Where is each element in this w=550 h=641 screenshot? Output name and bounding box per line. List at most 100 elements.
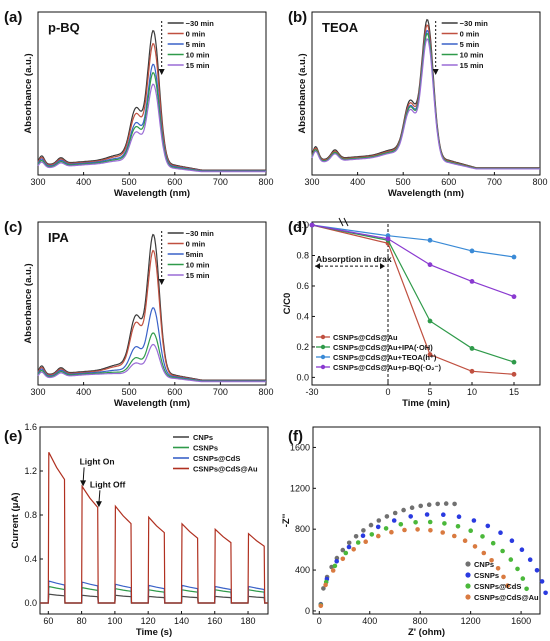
d-legend-label-0: CSNPs@CdS@Au [333,333,398,342]
d-series-point [427,262,433,268]
f-series-point-1 [375,524,381,530]
f-series-point-0 [401,507,406,513]
a-xtick-label: 400 [76,177,91,187]
e-series-line-2 [40,580,268,604]
b-xtick-label: 500 [396,177,411,187]
d-series-point [427,352,433,357]
f-series-point-3 [389,529,394,535]
a-series-line-0 [37,29,266,171]
f-series-point-3 [351,547,357,552]
f-series-point-3 [428,528,433,533]
f-series-point-3 [415,527,420,532]
e-panel-label: (e) [4,428,22,445]
f-series-point-3 [452,533,457,539]
f-xtick-label: 800 [413,616,428,626]
f-series-point-1 [424,512,430,517]
f-series-point-1 [334,559,340,564]
f-series-point-0 [426,502,432,508]
d-ytick-label: 0.4 [296,311,309,321]
d-series-point [427,318,433,324]
f-series-point-0 [346,540,352,546]
b-series-line-1 [311,24,540,169]
b-legend-label-4: 15 min [460,61,484,70]
d-ytick-label: 0.2 [296,342,309,352]
e-annotation-light-on: Light On [80,456,115,466]
d-series-point [309,222,315,228]
d-xtick-label: 5 [427,387,432,397]
e-annot-arrow [82,467,85,483]
f-series-point-2 [355,540,361,545]
a-xtick-label: 800 [258,177,273,187]
f-ytick-label: 0 [305,606,310,616]
b-panel-title: TEOA [322,20,359,35]
b-legend-label-1: 0 min [460,30,480,39]
f-series-point-2 [442,521,447,526]
b-legend-label-3: 10 min [460,51,484,60]
d-dark-arrow-head [315,263,320,270]
b-xtick-label: 700 [487,177,502,187]
f-legend-marker-1 [465,572,471,578]
a-legend-label-0: −30 min [186,19,215,28]
e-ytick-label: 1.6 [24,422,37,432]
a-series-line-1 [37,42,266,172]
f-legend-label-1: CSNPs [474,571,499,580]
e-annot-arrow-head [80,480,87,487]
e-xlabel: Time (s) [136,627,172,638]
e-xtick-label: 160 [207,616,222,626]
b-series-line-3 [311,32,540,170]
d-xtick-label: 10 [467,387,477,397]
d-series-point [511,254,517,260]
f-series-point-2 [398,522,404,527]
c-xtick-label: 700 [213,387,228,397]
f-ytick-label: 800 [295,524,310,534]
e-legend-label-0: CNPs [193,433,213,442]
d-plot-frame [311,221,541,386]
f-panel-label: (f) [288,428,303,445]
a-series-line-4 [37,83,266,173]
f-series-point-3 [462,538,468,543]
f-series-point-3 [402,527,407,533]
a-ylabel: Absorbance (a.u.) [23,53,34,133]
d-axis-break-mark [338,217,344,227]
d-xlabel: Time (min) [402,398,450,409]
f-series-point-1 [539,579,545,584]
e-xtick-label: 140 [174,616,189,626]
b-legend-label-2: 5 min [460,40,480,49]
f-series-point-0 [361,528,366,533]
c-arrow-head [158,279,165,285]
e-xtick-label: 120 [141,616,156,626]
f-series-point-0 [452,501,457,507]
e-annot-arrow-head [95,501,102,508]
a-legend-label-3: 10 min [186,51,210,60]
a-legend-label-4: 15 min [186,61,210,70]
e-ytick-label: 0.4 [24,554,37,564]
f-series-point-2 [343,550,349,556]
f-series-point-1 [456,514,462,519]
f-series-point-2 [490,540,496,546]
e-plot-frame [39,426,269,615]
f-ytick-label: 1200 [290,483,310,493]
d-annotation: Absorption in drak [316,254,392,264]
f-series-point-2 [455,524,461,529]
f-series-point-3 [318,603,324,609]
f-series-point-3 [489,558,494,563]
d-axis-break-mark [343,217,349,227]
b-arrow-head [432,69,439,75]
d-legend-marker-2 [320,354,326,360]
d-series-point [469,368,475,374]
d-legend-marker-3 [320,364,326,370]
f-series-point-0 [353,534,359,539]
c-panel-title: IPA [48,230,69,245]
b-xtick-label: 400 [350,177,365,187]
f-series-point-3 [363,539,369,544]
f-series-point-1 [485,523,491,529]
f-series-point-3 [376,533,381,539]
c-xtick-label: 300 [30,387,45,397]
f-series-point-2 [480,534,485,539]
b-xlabel: Wavelength (nm) [388,188,464,199]
d-legend-label-2: CSNPs@CdS@Au+TEOA(h⁺) [333,353,437,362]
f-series-point-3 [472,544,478,549]
c-legend-label-1: 0 min [186,240,206,249]
b-xtick-label: 300 [304,177,319,187]
